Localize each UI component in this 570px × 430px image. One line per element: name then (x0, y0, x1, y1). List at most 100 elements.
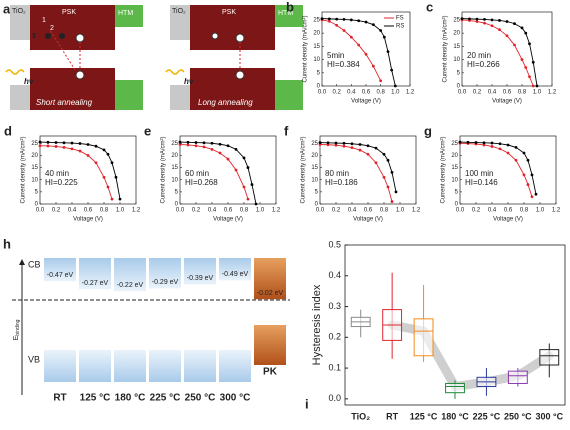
data-point (534, 192, 538, 196)
x-tick-label: 0.2 (473, 90, 482, 96)
data-point (62, 141, 66, 145)
data-point (106, 152, 110, 156)
x-tick-label: 1.0 (116, 208, 125, 214)
vb-block (254, 325, 286, 365)
data-point (390, 200, 394, 203)
box (507, 370, 528, 384)
x-tick-label: 0.8 (520, 208, 529, 214)
y-tick-label: 20 (31, 153, 38, 159)
data-point (524, 66, 528, 69)
x-tick-label: 0.2 (192, 208, 201, 214)
y-tick-label: 10 (453, 57, 460, 63)
htm-block (275, 5, 303, 27)
data-point (342, 141, 346, 145)
data-point (349, 35, 353, 39)
data-point (326, 141, 330, 145)
data-point (202, 141, 206, 145)
x-tick-label: 0.6 (504, 208, 513, 214)
annotation: HI=0.146 (465, 178, 498, 187)
y-tick-label: 5 (35, 189, 39, 195)
data-point (357, 19, 361, 23)
data-point (342, 18, 346, 21)
x-tick-label: 0.2 (52, 208, 61, 214)
box (539, 349, 560, 366)
data-point (38, 144, 42, 148)
y-tick-label: 20 (171, 153, 178, 159)
y-tick-label: 10 (31, 177, 38, 183)
legend-label: RS (396, 24, 404, 30)
data-point (102, 175, 106, 179)
carrier (45, 33, 51, 39)
x-tick-label: 1.0 (536, 208, 545, 214)
schematic-short: TiO₂ PSK HTM Short annealing hv 1 2 3 (5, 5, 143, 110)
y-tick-label: 20 (311, 153, 318, 159)
x-tick-label: 0.8 (376, 90, 385, 96)
data-point (393, 84, 397, 88)
x-tick-label: 0.2 (332, 208, 341, 214)
label: PSK (62, 9, 76, 16)
data-point (210, 141, 214, 145)
data-point (54, 141, 58, 144)
x-tick-label: 0.6 (84, 208, 93, 214)
annotation: 60 min (185, 169, 209, 178)
x-tick-label: 0.8 (240, 208, 249, 214)
y-axis-label: Current density (mA/cm²) (443, 15, 449, 82)
y-axis-label-main: E (13, 335, 20, 340)
data-point (334, 141, 338, 145)
value-label: -0.49 eV (222, 271, 249, 278)
data-point (210, 147, 214, 151)
x-axis-label: Voltage (V) (353, 217, 383, 223)
data-point (474, 141, 478, 144)
cb-block (219, 258, 251, 281)
data-point (390, 68, 394, 72)
panel-letter: c (426, 0, 433, 14)
y-tick-label: 0 (455, 202, 459, 208)
value-label: -0.22 eV (117, 282, 144, 289)
y-tick-label: 5 (457, 70, 461, 76)
y-tick-label: 0.0 (328, 393, 341, 403)
data-point (483, 18, 486, 21)
data-point (530, 173, 534, 177)
data-point (226, 144, 230, 148)
box (413, 318, 434, 357)
category-label: 225 °C (150, 393, 181, 404)
y-tick-label: 15 (31, 165, 38, 171)
label: 3 (32, 33, 36, 40)
y-tick-label: 25 (31, 141, 38, 147)
data-point (62, 146, 66, 149)
data-point (118, 197, 122, 201)
data-point (379, 29, 383, 32)
data-point (505, 34, 509, 38)
y-tick-label: 0.4 (328, 270, 341, 280)
y-tick-label: 15 (311, 165, 318, 171)
panel-letter: i (305, 396, 309, 411)
data-point (234, 147, 238, 151)
data-point (234, 168, 238, 172)
data-point (250, 183, 254, 186)
data-point (483, 21, 486, 25)
data-point (526, 158, 530, 162)
data-point (366, 152, 370, 156)
data-point (522, 173, 526, 177)
data-point (364, 20, 368, 24)
data-point (318, 143, 322, 146)
label: hv (184, 77, 194, 86)
data-point (334, 143, 338, 147)
x-tick-label: 0.0 (316, 208, 325, 214)
x-tick-label: 0.4 (208, 208, 217, 214)
x-tick-label: 0.6 (362, 90, 371, 96)
schematic-long: TiO₂ PSK HTM Long annealing hv (165, 5, 303, 110)
category-label: PK (263, 367, 278, 378)
x-tick-label: 0.2 (332, 90, 341, 96)
data-point (528, 42, 531, 46)
category-label: 300 °C (220, 393, 251, 404)
data-point (350, 142, 354, 146)
y-axis-label-sub: binding (15, 319, 21, 335)
data-point (70, 141, 74, 145)
x-axis-label: Voltage (V) (213, 217, 243, 223)
label: TiO₂ (12, 8, 26, 15)
photon (5, 69, 25, 75)
psk-vb (190, 68, 275, 110)
x-tick-label: 1.0 (391, 90, 400, 96)
